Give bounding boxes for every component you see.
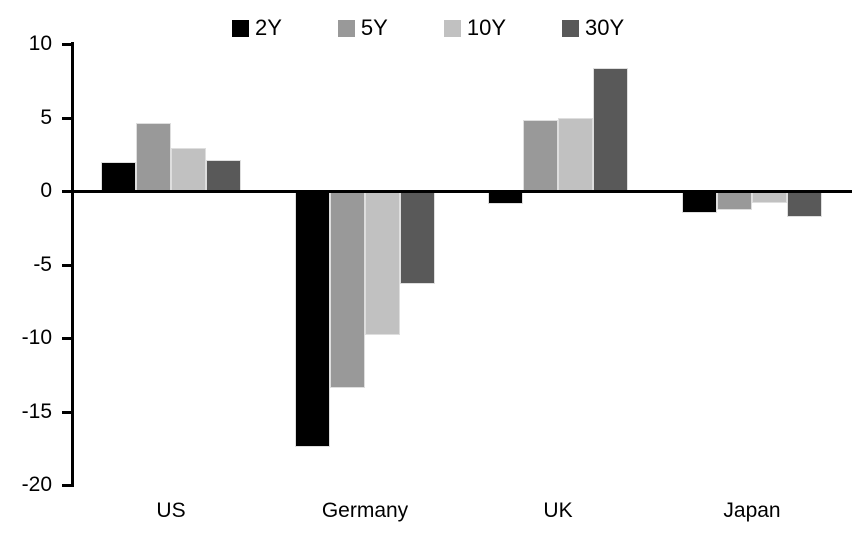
y-axis-tick--10 <box>62 337 74 340</box>
bar-30y-us <box>206 160 241 191</box>
bar-2y-uk <box>488 191 523 204</box>
legend-label-10y: 10Y <box>466 15 506 40</box>
bar-5y-japan <box>717 191 752 210</box>
bar-10y-uk <box>558 118 593 192</box>
y-axis-tick-label--20: -20 <box>21 473 52 496</box>
y-axis-tick-label--5: -5 <box>33 252 52 276</box>
bar-10y-japan <box>752 191 787 203</box>
x-axis-label-japan: Japan <box>723 499 781 522</box>
bar-10y-germany <box>365 191 400 335</box>
y-axis-tick-10 <box>62 43 74 46</box>
zero-baseline <box>62 189 852 193</box>
legend-item-10y: 10Y <box>443 13 506 43</box>
chart-legend: 2Y 5Y 10Y 30Y <box>232 13 624 43</box>
legend-item-2y: 2Y <box>232 13 282 43</box>
bar-30y-germany <box>400 191 435 284</box>
bar-2y-germany <box>295 191 330 447</box>
legend-label-2y: 2Y <box>255 15 282 40</box>
legend-label-5y: 5Y <box>360 15 388 40</box>
bar-5y-us <box>136 123 171 191</box>
legend-swatch-10y-icon <box>443 19 461 37</box>
y-axis-tick-label--15: -15 <box>21 399 52 423</box>
y-axis-tick-label-10: 10 <box>28 32 52 55</box>
bar-30y-japan <box>787 191 822 217</box>
y-axis-tick-5 <box>62 116 74 120</box>
y-axis-tick--5 <box>62 263 74 267</box>
legend-item-30y: 30Y <box>562 13 624 43</box>
bar-2y-us <box>101 162 136 191</box>
y-axis-tick--15 <box>62 410 74 414</box>
legend-swatch-30y-icon <box>562 19 579 37</box>
legend-label-30y: 30Y <box>585 15 625 40</box>
bar-2y-japan <box>682 191 717 213</box>
legend-swatch-2y-icon <box>232 19 249 37</box>
bar-10y-us <box>171 148 206 191</box>
y-axis-tick-label--10: -10 <box>21 326 52 349</box>
legend-item-5y: 5Y <box>337 13 388 43</box>
bar-5y-germany <box>330 191 365 388</box>
x-axis-label-uk: UK <box>543 499 573 522</box>
bar-5y-uk <box>523 120 558 191</box>
legend-swatch-5y-icon <box>337 19 355 37</box>
y-axis-tick-label-5: 5 <box>40 105 52 129</box>
y-axis-tick--20 <box>62 484 74 487</box>
bar-30y-uk <box>593 68 628 191</box>
x-axis-label-germany: Germany <box>321 499 409 522</box>
y-axis-tick-label-0: 0 <box>40 179 52 202</box>
x-axis-label-us: US <box>156 499 186 522</box>
